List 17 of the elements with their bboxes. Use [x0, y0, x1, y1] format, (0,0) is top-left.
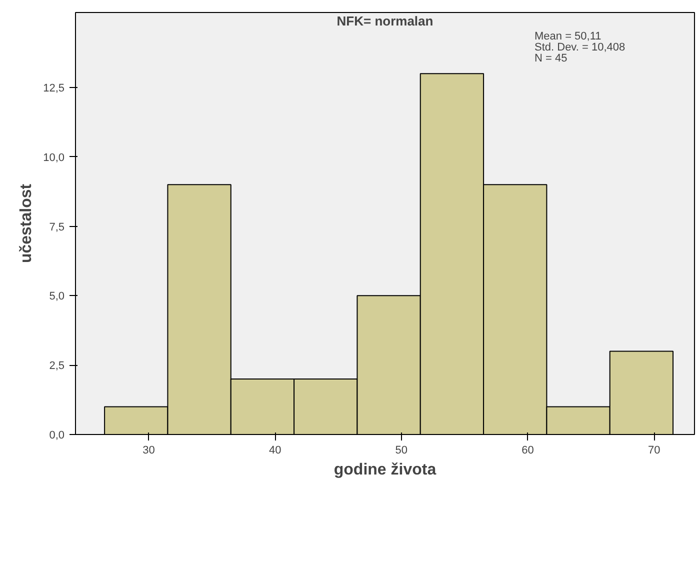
y-tick-label: 12,5: [43, 82, 65, 94]
y-tick-label: 7,5: [49, 221, 65, 234]
y-tick-label: 2,5: [49, 360, 65, 372]
y-axis-title: učestalost: [18, 183, 36, 264]
annotation: Std. Dev. = 10,408: [534, 42, 626, 54]
y-tick-label: 10,0: [43, 152, 65, 164]
annotation: N = 45: [534, 52, 568, 64]
x-tick-label: 60: [522, 444, 534, 456]
x-tick-label: 50: [395, 444, 408, 456]
chart-title: NFK= normalan: [336, 14, 434, 28]
y-tick-label: 5,0: [49, 290, 65, 303]
x-tick-label: 30: [142, 444, 155, 456]
x-tick-label: 70: [648, 444, 660, 456]
y-tick-label: 0,0: [49, 430, 65, 442]
x-axis-title: godine života: [334, 462, 436, 478]
x-tick-label: 40: [268, 444, 282, 456]
annotation: Mean = 50,11: [534, 30, 602, 42]
